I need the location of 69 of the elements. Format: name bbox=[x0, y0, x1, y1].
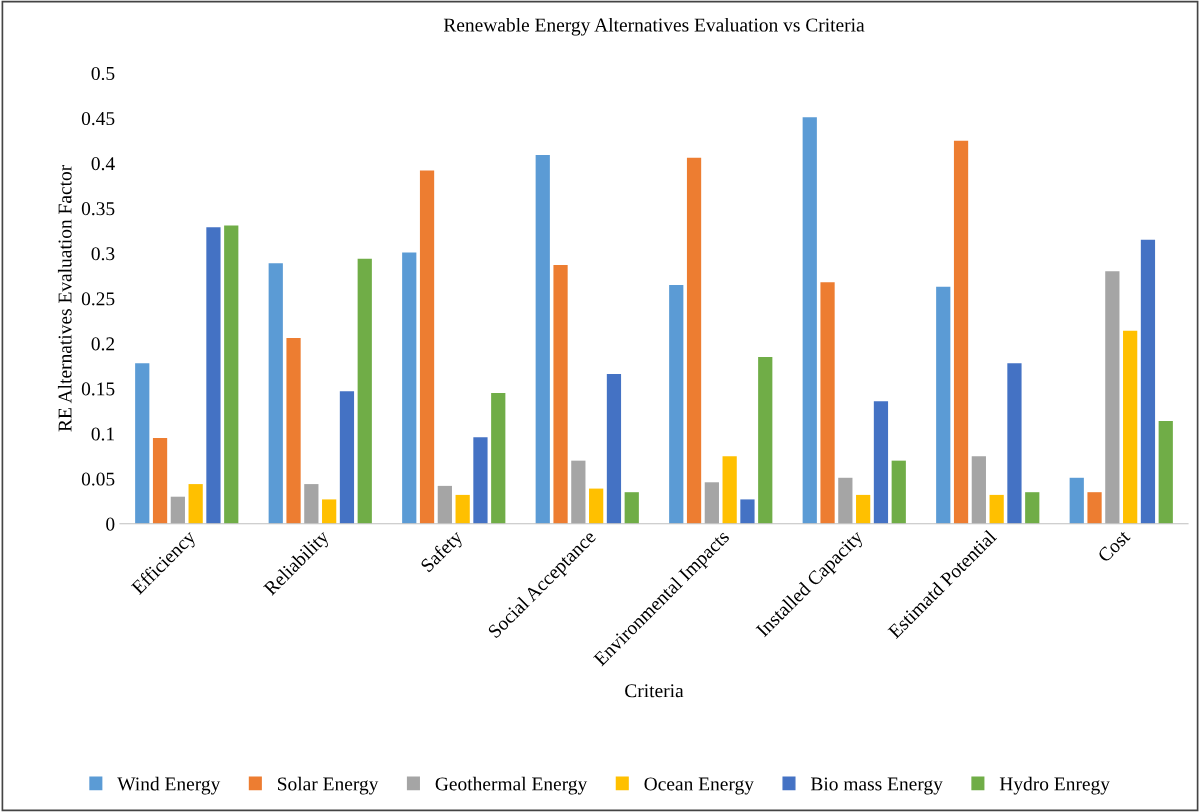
bar bbox=[606, 374, 622, 524]
bar bbox=[953, 140, 969, 524]
bar bbox=[491, 393, 506, 524]
bar bbox=[1105, 271, 1120, 524]
legend-label: Solar Energy bbox=[278, 776, 379, 795]
bar bbox=[891, 460, 906, 524]
bar bbox=[170, 496, 185, 524]
bar bbox=[971, 456, 986, 524]
bar bbox=[856, 494, 871, 524]
bar bbox=[357, 258, 372, 524]
bar bbox=[1025, 492, 1040, 524]
legend-label: Geothermal Energy bbox=[435, 776, 588, 795]
y-tick-label: 0.25 bbox=[81, 292, 115, 306]
bar bbox=[206, 227, 221, 524]
bar bbox=[135, 363, 150, 524]
bar bbox=[553, 265, 568, 524]
bar bbox=[669, 284, 684, 524]
y-tick-label: 0 bbox=[106, 517, 115, 531]
y-tick-label: 0.2 bbox=[91, 337, 115, 351]
bar bbox=[1140, 239, 1156, 524]
y-tick-label: 0.4 bbox=[91, 157, 115, 171]
y-tick-label: 0.15 bbox=[81, 382, 115, 396]
bar bbox=[455, 494, 470, 524]
bar bbox=[473, 437, 488, 524]
legend-label: Ocean Energy bbox=[644, 777, 754, 795]
bar bbox=[722, 456, 737, 524]
y-axis-title: RE Alternatives Evaluation Factor bbox=[57, 164, 72, 432]
bar bbox=[437, 485, 452, 524]
bar bbox=[188, 484, 203, 524]
bar bbox=[1158, 420, 1173, 524]
x-tick-label: Cost bbox=[1097, 529, 1131, 563]
bar bbox=[740, 499, 755, 524]
bar bbox=[704, 482, 719, 524]
bar bbox=[268, 263, 283, 524]
y-tick-label: 0.3 bbox=[91, 247, 115, 261]
bar bbox=[286, 338, 301, 524]
bar bbox=[838, 477, 853, 524]
bar bbox=[535, 155, 550, 524]
bar bbox=[758, 357, 773, 524]
bar bbox=[589, 488, 604, 524]
bar bbox=[224, 225, 239, 524]
bar bbox=[152, 438, 168, 524]
x-axis-title: Criteria bbox=[625, 684, 684, 698]
y-tick-label: 0.05 bbox=[81, 472, 115, 486]
bar bbox=[873, 401, 889, 524]
bar bbox=[1087, 492, 1102, 524]
chart-title: Renewable Energy Alternatives Evaluation vs Criteria bbox=[443, 17, 865, 36]
bar bbox=[936, 286, 951, 524]
bar bbox=[1123, 330, 1138, 524]
bar bbox=[304, 484, 319, 524]
y-tick-label: 0.45 bbox=[81, 111, 115, 126]
bar bbox=[339, 391, 355, 524]
legend-label: Bio mass Energy bbox=[810, 777, 943, 795]
bar bbox=[1069, 477, 1084, 524]
y-tick-label: 0.1 bbox=[91, 427, 114, 441]
bar bbox=[322, 499, 337, 524]
bar bbox=[1007, 363, 1022, 524]
legend-label: Hydro Enregy bbox=[999, 776, 1110, 795]
bar bbox=[820, 282, 835, 524]
bar bbox=[419, 170, 435, 524]
y-tick-label: 0.5 bbox=[91, 66, 115, 81]
bar bbox=[989, 494, 1004, 524]
legend-label: Wind Energy bbox=[117, 776, 221, 795]
bar bbox=[802, 117, 817, 524]
bar bbox=[571, 460, 586, 524]
bar bbox=[624, 492, 639, 524]
bar bbox=[402, 252, 417, 524]
bar bbox=[686, 157, 702, 524]
y-tick-label: 0.35 bbox=[81, 202, 115, 216]
